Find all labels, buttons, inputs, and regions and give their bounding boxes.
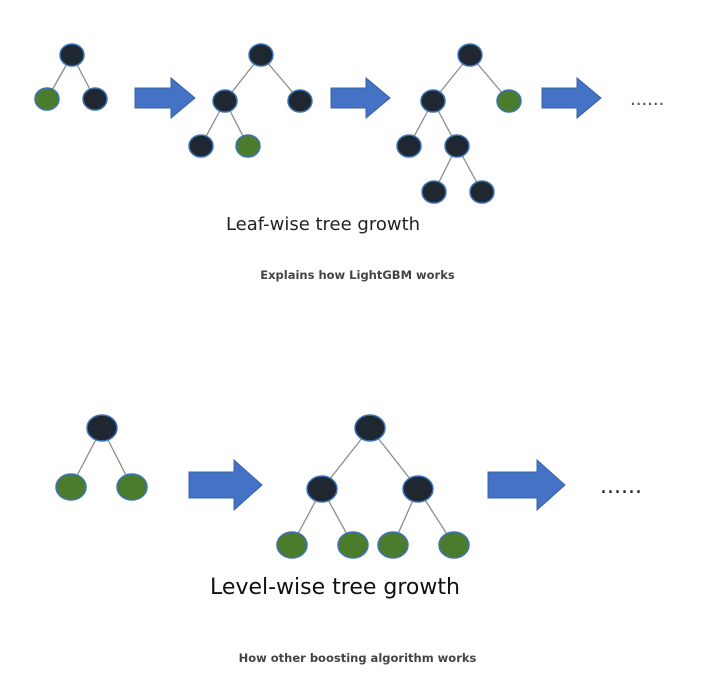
level-wise-caption: How other boosting algorithm works <box>238 651 477 665</box>
internal-node <box>188 134 214 158</box>
growth-arrow <box>330 76 391 120</box>
leaf-node <box>496 89 522 113</box>
internal-node <box>444 134 470 158</box>
leaf-wise-tree-3 <box>396 43 522 204</box>
level-wise-title: Level-wise tree growth <box>210 575 460 600</box>
growth-arrow <box>134 76 196 120</box>
internal-node <box>248 43 274 67</box>
leaf-node <box>116 473 148 501</box>
growth-arrow <box>541 76 602 120</box>
leaf-wise-title: Leaf-wise tree growth <box>226 214 420 235</box>
leaf-node <box>438 531 470 559</box>
leaf-wise-section: ...... Leaf-wise tree growth <box>34 43 664 235</box>
internal-node <box>421 180 447 204</box>
internal-node <box>354 414 386 442</box>
ellipsis: ...... <box>600 474 642 499</box>
internal-node <box>457 43 483 67</box>
internal-node <box>469 180 495 204</box>
internal-node <box>59 43 85 67</box>
internal-node <box>86 414 118 442</box>
level-wise-tree-1 <box>55 414 148 501</box>
level-wise-tree-2 <box>276 414 470 559</box>
leaf-node <box>55 473 87 501</box>
internal-node <box>402 475 434 503</box>
growth-arrow <box>487 458 566 512</box>
internal-node <box>287 89 313 113</box>
leaf-node <box>34 87 60 111</box>
internal-node <box>82 87 108 111</box>
leaf-node <box>377 531 409 559</box>
leaf-node <box>276 531 308 559</box>
level-wise-section: ...... Level-wise tree growth <box>55 414 642 600</box>
internal-node <box>212 89 238 113</box>
leaf-wise-tree-1 <box>34 43 108 111</box>
leaf-wise-caption: Explains how LightGBM works <box>260 268 455 282</box>
ellipsis: ...... <box>630 89 664 110</box>
internal-node <box>420 89 446 113</box>
internal-node <box>306 475 338 503</box>
internal-node <box>396 134 422 158</box>
growth-arrow <box>188 458 263 512</box>
leaf-wise-tree-2 <box>188 43 313 158</box>
leaf-node <box>337 531 369 559</box>
leaf-node <box>235 134 261 158</box>
